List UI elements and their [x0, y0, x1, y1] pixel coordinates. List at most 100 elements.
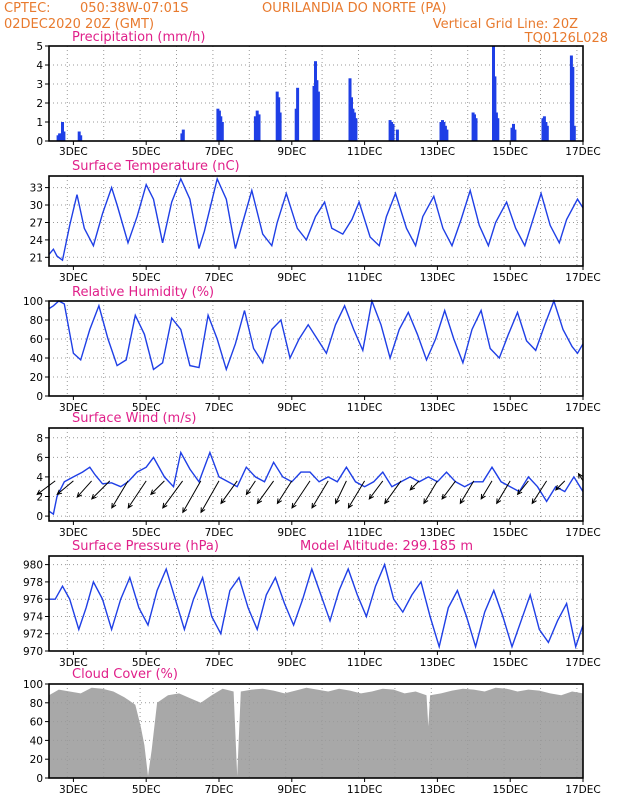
- wind-vector-arrow: [423, 480, 438, 505]
- x-tick-label: 5DEC: [132, 272, 161, 284]
- y-tick-label: 40: [30, 735, 43, 747]
- x-tick-label: 9DEC: [277, 657, 306, 669]
- precipitation-vertical-grid: [66, 46, 578, 141]
- wind-vector-arrow: [182, 480, 202, 514]
- x-tick-label: 7DEC: [205, 402, 234, 414]
- y-tick-label: 30: [30, 200, 43, 212]
- x-tick-label: 3DEC: [59, 146, 88, 158]
- precip-bar: [391, 123, 395, 141]
- temperature-frame: [48, 175, 584, 267]
- cloud-cover-panel: 0 20 40 60 80 100 3DEC 5DEC 7DEC 9DEC 11DEC 13DEC 15…: [23, 667, 601, 796]
- y-tick-label: 8: [36, 433, 43, 445]
- x-tick-label: 15DEC: [492, 402, 527, 414]
- cloud-cover-area: [49, 687, 583, 778]
- header-run-time: 02DEC2020 20Z (GMT): [4, 17, 155, 32]
- temperature-vertical-grid: [66, 176, 578, 266]
- y-tick-label: 2: [36, 492, 43, 504]
- precipitation-frame: [48, 45, 584, 142]
- y-tick-label: 976: [23, 594, 43, 606]
- temperature-title: Surface Temperature (nC): [72, 159, 240, 174]
- precip-bar: [493, 76, 497, 141]
- wind-vector-arrow: [76, 480, 92, 498]
- wind-vector-arrow: [554, 480, 566, 491]
- temperature-panel: 21 24 27 30 33 3DEC 5DEC 7DEC 9DEC 11DEC 13DEC 15DE…: [30, 159, 601, 284]
- precip-bar: [316, 91, 320, 141]
- x-tick-label: 11DEC: [347, 527, 382, 539]
- x-tick-label: 13DEC: [420, 784, 455, 796]
- y-tick-label: 27: [30, 218, 43, 230]
- x-tick-label: 7DEC: [205, 657, 234, 669]
- precip-bar: [513, 129, 517, 141]
- y-tick-label: 5: [36, 41, 43, 53]
- precip-bar: [257, 114, 261, 141]
- x-tick-label: 15DEC: [492, 146, 527, 158]
- x-tick-label: 15DEC: [492, 272, 527, 284]
- y-tick-label: 974: [23, 612, 43, 624]
- wind-vector-arrow: [516, 480, 529, 496]
- x-tick-label: 15DEC: [492, 784, 527, 796]
- wind-vector-arrow: [111, 480, 129, 509]
- y-tick-label: 4: [36, 60, 43, 72]
- header-location: OURILANDIA DO NORTE (PA): [262, 1, 447, 16]
- header-model: TQ0126L028: [524, 31, 608, 46]
- humidity-frame: [48, 300, 584, 397]
- cloud-cover-title: Cloud Cover (%): [72, 667, 178, 682]
- y-tick-label: 0: [36, 136, 43, 148]
- wind-vector-arrow: [311, 480, 329, 509]
- y-tick-label: 0: [36, 511, 43, 523]
- wind-vector-arrow: [384, 480, 402, 505]
- wind-vector-arrow: [480, 480, 493, 500]
- x-tick-label: 15DEC: [492, 657, 527, 669]
- wind-vector-arrow: [441, 480, 456, 500]
- x-tick-label: 9DEC: [277, 527, 306, 539]
- x-tick-label: 7DEC: [205, 784, 234, 796]
- precip-bar: [255, 110, 259, 141]
- precip-bar: [296, 87, 300, 141]
- y-tick-label: 6: [36, 452, 43, 464]
- wind-vector-arrow: [220, 480, 238, 505]
- temperature-line: [48, 176, 584, 262]
- wind-panel: 0 2 4 6 8 3DEC 5DEC 7DEC 9DEC 11DEC 13DEC 15DEC 17DE…: [36, 411, 601, 539]
- x-tick-label: 5DEC: [132, 784, 161, 796]
- precip-bar: [445, 129, 449, 141]
- x-tick-label: 5DEC: [132, 527, 161, 539]
- x-tick-label: 13DEC: [420, 402, 455, 414]
- y-tick-label: 0: [36, 391, 43, 403]
- x-tick-label: 7DEC: [205, 146, 234, 158]
- y-tick-label: 100: [23, 679, 43, 691]
- x-tick-label: 9DEC: [277, 272, 306, 284]
- wind-vector-arrow: [150, 480, 165, 496]
- x-tick-label: 13DEC: [420, 657, 455, 669]
- wind-vector-arrow: [409, 480, 420, 491]
- precip-bar: [62, 131, 66, 141]
- y-tick-label: 100: [23, 296, 43, 308]
- x-tick-label: 13DEC: [420, 272, 455, 284]
- x-tick-label: 17DEC: [565, 784, 600, 796]
- precip-bar: [354, 118, 358, 141]
- precip-bar: [474, 118, 478, 141]
- x-tick-label: 11DEC: [347, 784, 382, 796]
- precip-bar: [496, 118, 500, 141]
- y-tick-label: 4: [36, 472, 43, 484]
- x-tick-label: 13DEC: [420, 146, 455, 158]
- x-tick-label: 17DEC: [565, 146, 600, 158]
- header-grid-note: Vertical Grid Line: 20Z: [432, 17, 578, 32]
- y-tick-label: 970: [23, 646, 43, 658]
- wind-vector-arrow: [276, 480, 293, 505]
- pressure-panel: 970 972 974 976 978 980 3DEC 5DEC 7DEC 9DEC 11DEC 1…: [23, 539, 601, 669]
- x-tick-label: 5DEC: [132, 146, 161, 158]
- y-tick-label: 80: [30, 698, 43, 710]
- pressure-title: Surface Pressure (hPa): [72, 539, 219, 554]
- wind-vector-arrow: [56, 480, 74, 496]
- y-tick-label: 20: [30, 372, 43, 384]
- wind-vector-arrow: [347, 480, 366, 509]
- wind-vector-arrow: [245, 480, 256, 496]
- wind-vector-arrow: [200, 480, 220, 514]
- y-tick-label: 1: [36, 117, 43, 129]
- x-tick-label: 13DEC: [420, 527, 455, 539]
- y-tick-label: 3: [36, 79, 43, 91]
- wind-vector-arrow: [162, 480, 184, 509]
- x-tick-label: 5DEC: [132, 657, 161, 669]
- wind-vector-arrow: [127, 480, 147, 509]
